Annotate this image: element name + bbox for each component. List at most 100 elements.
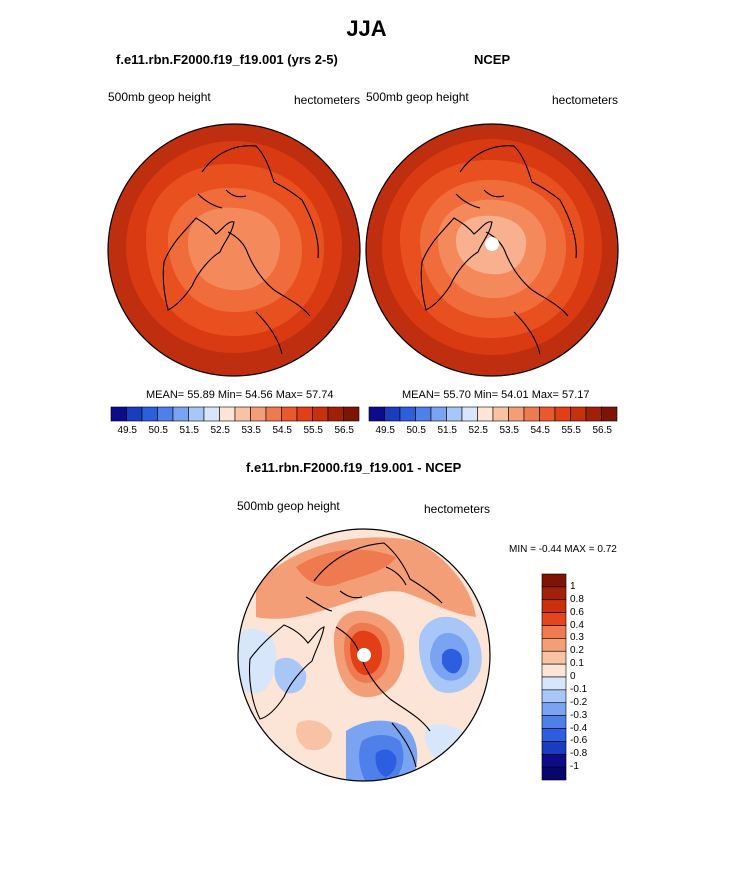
colorbar-tick-label: 0.3 [570, 632, 584, 644]
stats-ncep: MEAN= 55.70 Min= 54.01 Max= 57.17 [402, 389, 590, 401]
colorbar-swatch [541, 689, 567, 704]
colorbar-swatch [541, 676, 567, 691]
colorbar-swatch [554, 406, 571, 422]
colorbar-swatch [296, 406, 313, 422]
max-value: 57.17 [561, 389, 590, 401]
colorbar-swatch [312, 406, 329, 422]
colorbar-tick-label: 50.5 [406, 425, 426, 436]
colorbar-swatch [523, 406, 540, 422]
colorbar-tick-label: 1 [570, 580, 576, 592]
colorbar-tick-label: 54.5 [272, 425, 292, 436]
colorbar-swatch [219, 406, 236, 422]
colorbar-tick-label: 53.5 [241, 425, 261, 436]
pole-marker [357, 648, 371, 662]
colorbar-ticks-diff: 1 0.8 0.6 0.4 0.3 0.2 0.1 0 -0.1 -0.2 -0.3 -0.4 -0.6… [570, 574, 610, 780]
colorbar-swatch [461, 406, 478, 422]
colorbar-swatch [541, 586, 567, 601]
colorbar-swatch [250, 406, 267, 422]
variable-label-model: 500mb geop height [108, 90, 211, 104]
page-title: JJA [346, 16, 387, 41]
colorbar-swatch [234, 406, 251, 422]
colorbar-swatch [541, 573, 567, 588]
colorbar-tick-label: 53.5 [499, 425, 519, 436]
colorbar-swatch [172, 406, 189, 422]
polar-map-ncep [365, 123, 619, 377]
coastlines [162, 145, 319, 355]
colorbar-swatch [265, 406, 282, 422]
colorbar-tick-label: -0.6 [570, 735, 588, 747]
anomaly-positive-north [256, 537, 476, 619]
panel-title-diff: f.e11.rbn.F2000.f19_f19.001 - NCEP [246, 460, 462, 475]
colorbar-ncep [368, 406, 618, 422]
colorbar-tick-label: 52.5 [468, 425, 488, 436]
colorbar-swatch [203, 406, 220, 422]
colorbar-tick-label: 55.5 [303, 425, 323, 436]
coastlines [248, 542, 443, 768]
colorbar-swatch [541, 741, 567, 755]
colorbar-tick-label: 0.4 [570, 619, 584, 631]
colorbar-swatch [126, 406, 143, 422]
colorbar-tick-label: -1 [570, 761, 579, 773]
colorbar-swatch [384, 406, 401, 422]
min-value: 54.01 [501, 389, 529, 401]
max-value: 57.74 [305, 389, 334, 401]
colorbar-swatch [281, 406, 298, 422]
colorbar-tick-label: 0.6 [570, 606, 584, 618]
variable-label-diff: 500mb geop height [237, 499, 340, 513]
colorbar-tick-label: -0.4 [570, 722, 588, 734]
colorbar-swatch [541, 753, 567, 768]
colorbar-tick-label: 50.5 [148, 425, 168, 436]
colorbar-tick-label: 0 [570, 671, 576, 682]
colorbar-swatch [327, 406, 344, 422]
colorbar-tick-label: 49.5 [117, 425, 137, 436]
colorbar-swatch [541, 650, 567, 665]
colorbar-tick-label: 55.5 [561, 425, 581, 436]
colorbar-ticks-ncep: 49.5 50.5 51.5 52.5 53.5 54.5 55.5 56.5 [369, 425, 617, 439]
colorbar-swatch [415, 406, 432, 422]
colorbar-model [110, 406, 360, 422]
colorbar-tick-label: -0.8 [570, 748, 588, 760]
colorbar-tick-label: -0.3 [570, 709, 588, 721]
panel-title-model: f.e11.rbn.F2000.f19_f19.001 (yrs 2-5) [116, 52, 338, 67]
colorbar-swatch [110, 406, 127, 422]
colorbar-swatch [141, 406, 158, 422]
colorbar-tick-label: 54.5 [530, 425, 550, 436]
colorbar-tick-label: 52.5 [210, 425, 230, 436]
colorbar-swatch [188, 406, 205, 422]
min-label: Min= [217, 389, 243, 401]
colorbar-swatch [539, 406, 556, 422]
colorbar-swatch [508, 406, 525, 422]
colorbar-swatch [430, 406, 447, 422]
colorbar-swatch [446, 406, 463, 422]
colorbar-swatch [492, 406, 509, 422]
max-label: Max= [275, 389, 303, 401]
colorbar-tick-label: 51.5 [179, 425, 199, 436]
colorbar-swatch [541, 663, 567, 678]
min-value: 54.56 [245, 389, 273, 401]
colorbar-tick-label: -0.1 [570, 683, 588, 695]
panel-title-ncep: NCEP [474, 52, 511, 67]
colorbar-tick-label: 56.5 [334, 425, 354, 436]
mean-label: MEAN= [146, 389, 185, 401]
units-label-model: hectometers [294, 93, 361, 107]
mean-value: 55.70 [443, 389, 471, 401]
colorbar-swatch [570, 406, 587, 422]
max-label: Max= [531, 389, 559, 401]
mean-label: MEAN= [402, 389, 441, 401]
colorbar-swatch [541, 638, 567, 652]
colorbar-swatch [541, 625, 567, 639]
colorbar-swatch [541, 612, 567, 626]
colorbar-tick-label: 0.1 [570, 658, 584, 670]
colorbar-swatch [541, 766, 567, 781]
variable-label-ncep: 500mb geop height [366, 90, 469, 104]
stats-model: MEAN= 55.89 Min= 54.56 Max= 57.74 [146, 389, 334, 401]
colorbar-swatch [343, 406, 360, 422]
units-label-ncep: hectometers [552, 93, 619, 107]
colorbar-swatch [601, 406, 618, 422]
colorbar-swatch [541, 702, 567, 716]
colorbar-tick-label: 0.8 [570, 593, 584, 605]
colorbar-swatch [585, 406, 602, 422]
colorbar-tick-label: -0.2 [570, 696, 588, 708]
colorbar-swatch [157, 406, 174, 422]
min-label: Min= [473, 389, 499, 401]
